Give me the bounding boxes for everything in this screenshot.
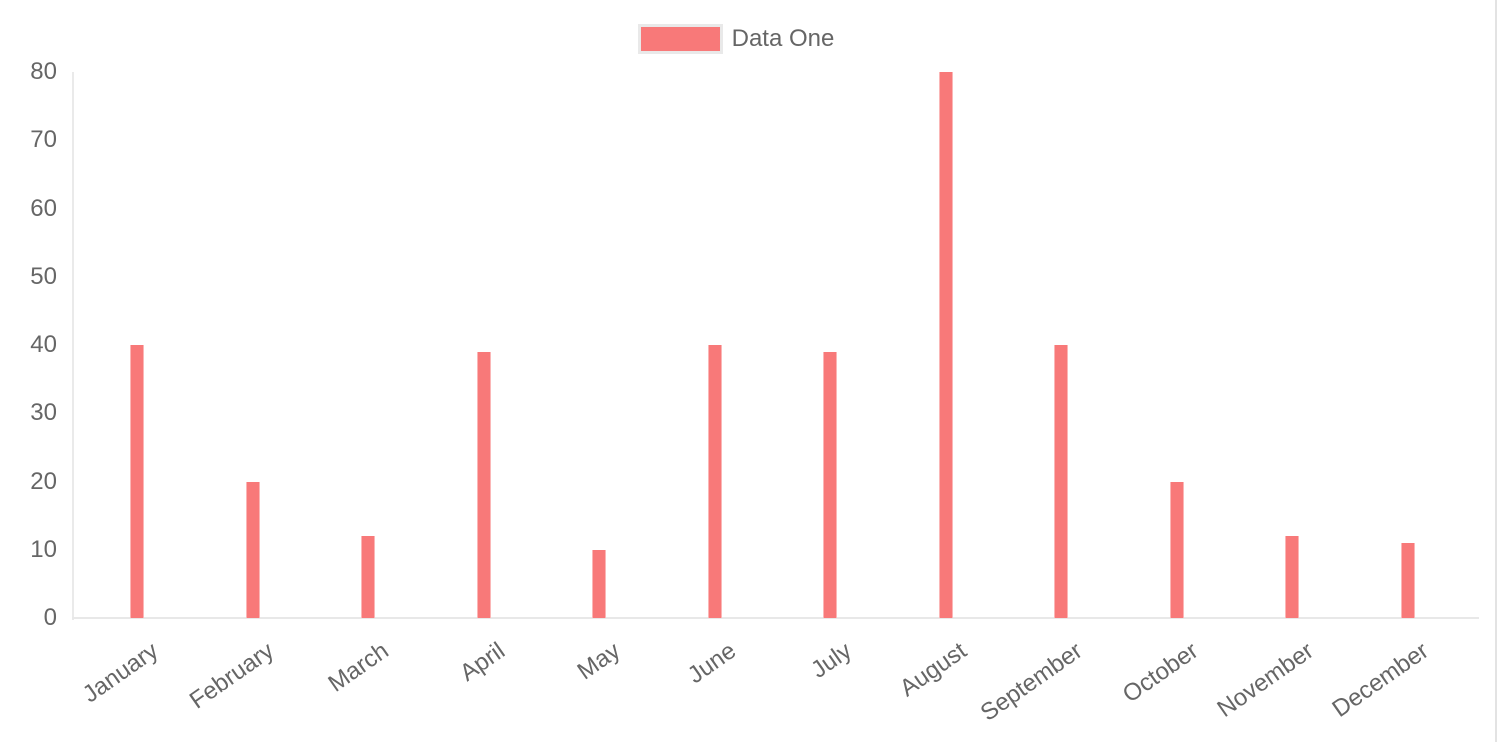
bar-january[interactable] [130, 345, 144, 618]
x-tick-label-july: July [805, 637, 857, 684]
page-right-border [1495, 0, 1497, 742]
x-tick-label-october: October [1117, 637, 1203, 709]
bar-may[interactable] [592, 549, 607, 618]
x-tick-label-january: January [77, 637, 163, 709]
legend-item-data-one[interactable]: Data One [0, 24, 1472, 54]
x-axis-line [72, 617, 1479, 619]
x-tick-label-may: May [572, 637, 626, 686]
legend-swatch [637, 24, 723, 54]
x-tick-label-march: March [323, 637, 395, 698]
y-tick-label: 70 [30, 126, 57, 154]
y-tick-label: 20 [30, 467, 57, 495]
bar-july[interactable] [823, 351, 838, 618]
x-tick-label-august: August [895, 637, 972, 703]
x-tick-label-november: November [1212, 637, 1319, 723]
bar-march[interactable] [361, 536, 376, 618]
bar-february[interactable] [245, 481, 260, 618]
bar-june[interactable] [707, 345, 722, 618]
y-tick-label: 60 [30, 194, 57, 222]
y-tick-label: 10 [30, 535, 57, 563]
x-tick-label-april: April [454, 637, 510, 687]
y-tick-label: 40 [30, 331, 57, 358]
bar-december[interactable] [1400, 542, 1415, 618]
y-tick-label: 50 [30, 262, 57, 290]
y-tick-label: 80 [30, 58, 57, 85]
y-axis-line [72, 72, 74, 620]
legend-label: Data One [731, 25, 835, 52]
bar-april[interactable] [476, 351, 491, 618]
y-tick-label: 0 [43, 604, 57, 631]
bar-august[interactable] [938, 72, 953, 618]
bar-november[interactable] [1285, 536, 1300, 618]
x-tick-label-june: June [682, 637, 741, 690]
bar-september[interactable] [1054, 345, 1069, 618]
x-tick-label-december: December [1327, 637, 1434, 723]
y-tick-label: 30 [30, 399, 57, 427]
x-tick-label-september: September [975, 637, 1088, 727]
bar-october[interactable] [1169, 481, 1184, 618]
x-tick-label-february: February [184, 637, 279, 715]
